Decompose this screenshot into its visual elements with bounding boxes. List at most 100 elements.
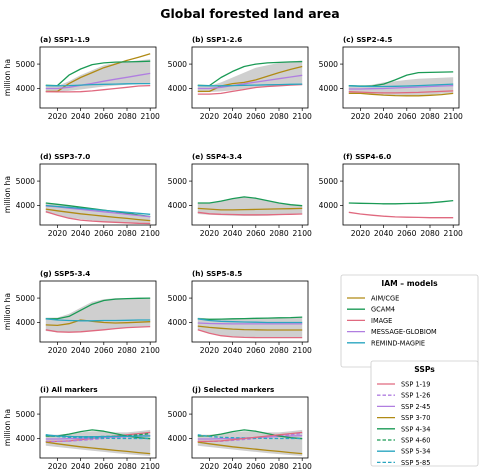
y-axis-label: million ha bbox=[3, 176, 12, 213]
panel-title: (a) SSP1-1.9 bbox=[40, 35, 90, 44]
x-tick-label: 2060 bbox=[397, 112, 416, 121]
x-tick-label: 2060 bbox=[94, 462, 113, 469]
panel-j: (j) Selected markers 2020 2040 2060 2080 2100… bbox=[168, 385, 312, 469]
series-line bbox=[45, 210, 151, 225]
y-tick-label: 4000 bbox=[168, 318, 187, 327]
y-tick-label: 5000 bbox=[319, 60, 338, 69]
range-band bbox=[197, 196, 303, 216]
plot-frame bbox=[191, 46, 309, 109]
legend-title: SSPs bbox=[414, 365, 435, 374]
y-tick-label: 5000 bbox=[16, 60, 35, 69]
series-line bbox=[45, 318, 151, 322]
legend-label: SSP 5-34 bbox=[401, 448, 430, 456]
legend-label: REMIND-MAGPIE bbox=[371, 339, 425, 347]
panel-title: (e) SSP4-3.4 bbox=[192, 152, 242, 161]
series-line bbox=[197, 329, 303, 339]
y-tick-label: 5000 bbox=[168, 60, 187, 69]
series-line bbox=[197, 65, 303, 93]
x-tick-label: 2060 bbox=[397, 229, 416, 238]
x-tick-label: 2020 bbox=[200, 346, 219, 355]
x-tick-label: 2020 bbox=[48, 229, 67, 238]
panel-b: (b) SSP1-2.6 2020 2040 2060 2080 2100 4000 5000 bbox=[168, 35, 312, 121]
series-line bbox=[197, 325, 303, 331]
x-tick-label: 2040 bbox=[223, 346, 242, 355]
plot-frame bbox=[342, 163, 460, 226]
panel-title: (c) SSP2-4.5 bbox=[343, 35, 392, 44]
plot-frame bbox=[39, 46, 157, 109]
series-line bbox=[197, 196, 303, 207]
x-tick-label: 2080 bbox=[420, 112, 439, 121]
legend-models: IAM – models AIM/CGE GCAM4 IMAGE MESSAGE-GLO… bbox=[340, 274, 479, 368]
series-line bbox=[348, 84, 454, 90]
x-tick-label: 2100 bbox=[141, 112, 160, 121]
y-tick-label: 4000 bbox=[168, 84, 187, 93]
panel-d: (d) SSP3-7.0 2020 2040 2060 2080 2100 4000 5000… bbox=[3, 152, 160, 238]
x-tick-label: 2080 bbox=[269, 462, 288, 469]
series-line bbox=[45, 60, 151, 87]
series-line bbox=[197, 211, 303, 216]
x-tick-label: 2020 bbox=[351, 112, 370, 121]
x-tick-label: 2020 bbox=[200, 462, 219, 469]
x-tick-label: 2100 bbox=[293, 229, 312, 238]
x-tick-label: 2020 bbox=[200, 112, 219, 121]
x-tick-label: 2060 bbox=[94, 229, 113, 238]
series-line bbox=[45, 72, 151, 90]
series-line bbox=[45, 208, 151, 222]
panel-title: (b) SSP1-2.6 bbox=[192, 35, 242, 44]
legend-label: SSP 2-45 bbox=[401, 403, 430, 411]
series-line bbox=[348, 90, 454, 94]
plot-frame bbox=[39, 396, 157, 459]
y-tick-label: 5000 bbox=[168, 410, 187, 419]
series-line bbox=[348, 211, 454, 219]
y-tick-label: 4000 bbox=[16, 318, 35, 327]
y-tick-label: 5000 bbox=[319, 177, 338, 186]
y-tick-label: 5000 bbox=[16, 294, 35, 303]
x-tick-label: 2080 bbox=[269, 346, 288, 355]
plot-frame bbox=[39, 163, 157, 226]
x-tick-label: 2100 bbox=[141, 462, 160, 469]
legend-label: SSP 4-60 bbox=[401, 437, 430, 445]
x-tick-label: 2060 bbox=[246, 112, 265, 121]
series-line bbox=[197, 429, 303, 440]
legend-box bbox=[370, 360, 479, 467]
x-tick-label: 2020 bbox=[48, 112, 67, 121]
series-line bbox=[45, 435, 151, 443]
legend-label: GCAM4 bbox=[371, 306, 395, 314]
x-tick-label: 2100 bbox=[444, 229, 463, 238]
x-tick-label: 2100 bbox=[141, 229, 160, 238]
x-tick-label: 2080 bbox=[117, 346, 136, 355]
x-tick-label: 2100 bbox=[293, 462, 312, 469]
y-tick-label: 5000 bbox=[168, 177, 187, 186]
x-tick-label: 2040 bbox=[374, 229, 393, 238]
range-band bbox=[45, 298, 151, 333]
panel-a: (a) SSP1-1.9 2020 2040 2060 2080 2100 4000 5000… bbox=[3, 35, 160, 121]
series-line bbox=[197, 83, 303, 87]
legend-label: IMAGE bbox=[371, 317, 392, 325]
legend-label: MESSAGE-GLOBIOM bbox=[371, 328, 437, 336]
legend-label: SSP 1-26 bbox=[401, 392, 430, 400]
series-line bbox=[197, 431, 303, 443]
x-tick-label: 2080 bbox=[117, 112, 136, 121]
series-line bbox=[45, 429, 151, 440]
panel-title: (d) SSP3-7.0 bbox=[40, 152, 90, 161]
series-line bbox=[45, 204, 151, 215]
series-line bbox=[197, 316, 303, 320]
y-axis-label: million ha bbox=[3, 59, 12, 96]
y-tick-label: 4000 bbox=[168, 434, 187, 443]
panel-title: (f) SSP4-6.0 bbox=[343, 152, 391, 161]
y-tick-label: 5000 bbox=[16, 410, 35, 419]
series-line bbox=[45, 325, 151, 333]
series-line bbox=[45, 319, 151, 327]
series-line bbox=[348, 92, 454, 97]
y-tick-label: 4000 bbox=[16, 84, 35, 93]
legend-label: SSP 3-70 bbox=[401, 414, 430, 422]
x-tick-label: 2100 bbox=[141, 346, 160, 355]
plot-frame bbox=[191, 163, 309, 226]
series-line bbox=[197, 441, 303, 455]
series-line bbox=[348, 199, 454, 205]
series-line bbox=[45, 297, 151, 320]
x-tick-label: 2060 bbox=[246, 462, 265, 469]
panel-c: (c) SSP2-4.5 2020 2040 2060 2080 2100 4000 5000 bbox=[319, 35, 463, 121]
panel-h: (h) SSP5-8.5 2020 2040 2060 2080 2100 4000 5000 bbox=[168, 269, 312, 355]
